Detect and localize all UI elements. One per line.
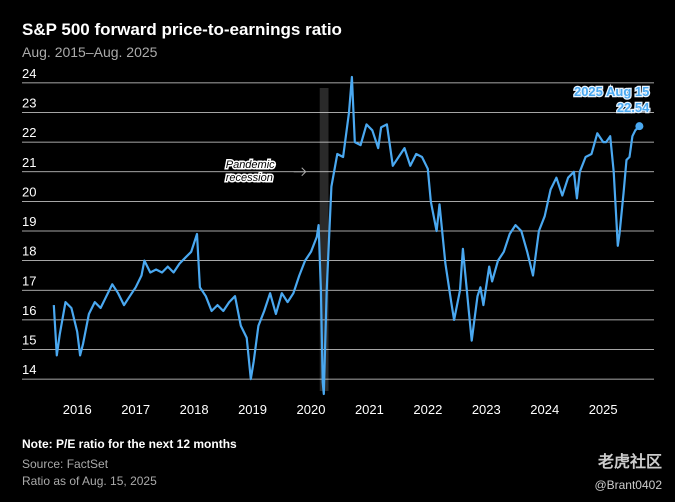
note-date: Ratio as of Aug. 15, 2025 [22, 474, 157, 488]
source: Source: FactSet [22, 457, 109, 471]
x-tick-label: 2023 [472, 402, 501, 417]
x-tick-label: 2022 [413, 402, 442, 417]
y-tick-label: 14 [22, 362, 36, 377]
y-tick-label: 17 [22, 273, 36, 288]
y-tick-label: 15 [22, 333, 36, 348]
x-tick-label: 2017 [121, 402, 150, 417]
x-tick-label: 2018 [180, 402, 209, 417]
recession-label: Pandemic [226, 159, 275, 171]
x-tick-label: 2019 [238, 402, 267, 417]
line [52, 75, 641, 396]
x-tick-label: 2016 [63, 402, 92, 417]
y-tick-label: 23 [22, 96, 36, 111]
recession-band [319, 88, 329, 391]
y-tick-label: 20 [22, 184, 36, 199]
x-tick-label: 2025 [589, 402, 618, 417]
end-date-label: 2025 Aug 15 [574, 84, 649, 99]
x-tick-label: 2021 [355, 402, 384, 417]
watermark-handle: @Brant0402 [594, 478, 662, 492]
y-tick-label: 16 [22, 303, 36, 318]
y-tick-label: 22 [22, 125, 36, 140]
chart-subtitle: Aug. 2015–Aug. 2025 [22, 44, 158, 60]
x-tick-label: 2024 [530, 402, 559, 417]
y-tick-label: 24 [22, 66, 36, 81]
end-value-label: 22.54 [617, 100, 650, 115]
y-tick-label: 18 [22, 244, 36, 259]
chart-title: S&P 500 forward price-to-earnings ratio [22, 20, 342, 39]
note: Note: P/E ratio for the next 12 months [22, 437, 237, 451]
watermark: 老虎社区 [597, 452, 662, 471]
end-point [635, 122, 644, 131]
x-tick-label: 2020 [297, 402, 326, 417]
y-tick-label: 19 [22, 214, 36, 229]
recession-label: recession [226, 172, 273, 184]
annotation-arrow [293, 167, 307, 177]
y-tick-label: 21 [22, 155, 36, 170]
